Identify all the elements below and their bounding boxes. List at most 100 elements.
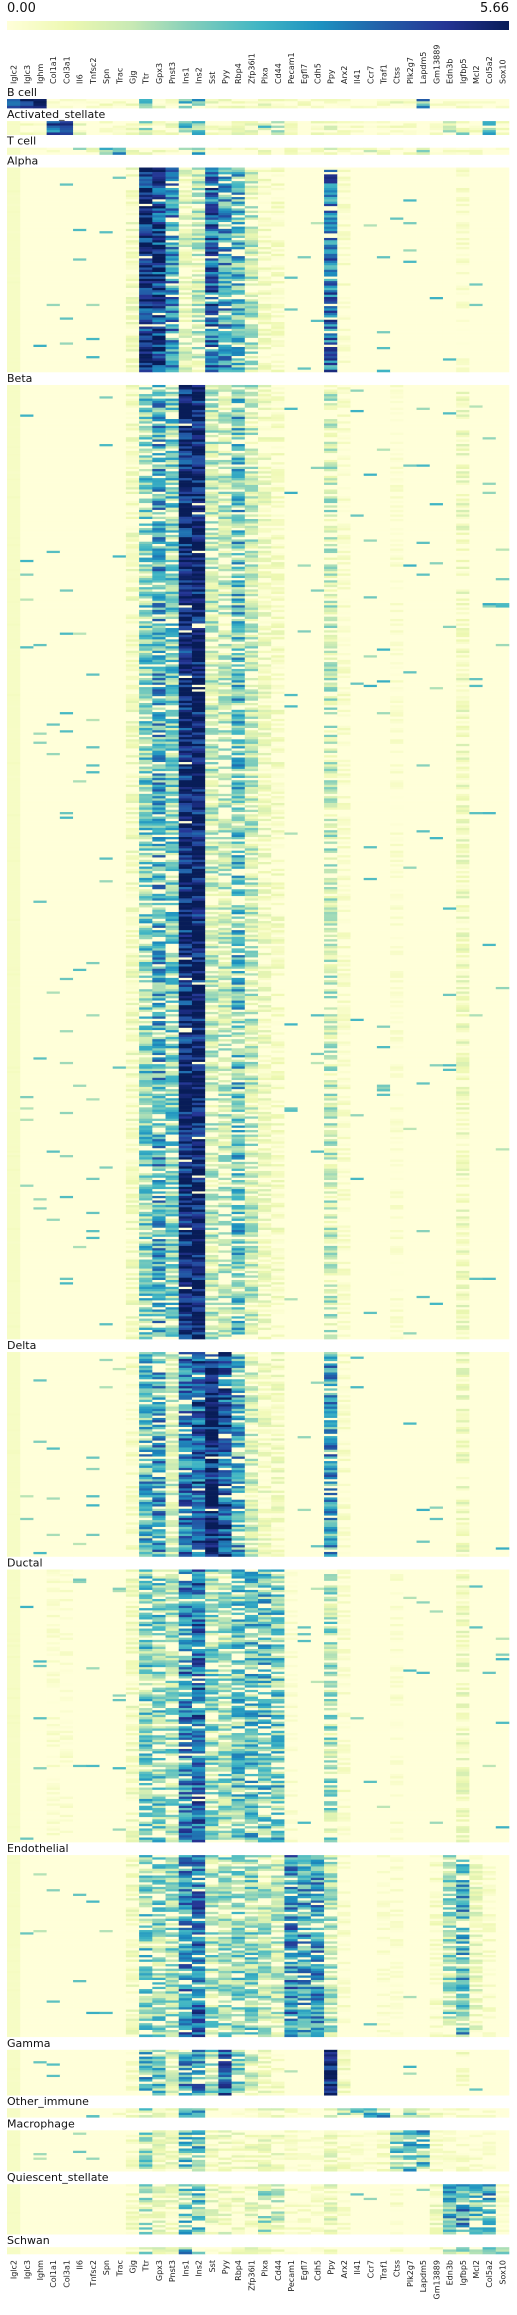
heatmap-cell [20, 403, 34, 406]
heatmap-cell [59, 237, 74, 241]
heatmap-cell [59, 306, 74, 309]
heatmap-cell [112, 152, 127, 155]
heatmap-cell [337, 169, 351, 173]
heatmap-cell [86, 283, 100, 286]
heatmap-cell [350, 169, 364, 173]
heatmap-cell [86, 147, 100, 151]
heatmap-cell [33, 430, 47, 433]
heatmap-cell [456, 403, 470, 406]
heatmap-cell [59, 430, 74, 433]
heatmap-cell [99, 260, 113, 264]
heatmap-cell [112, 297, 127, 300]
heatmap-cell [73, 208, 87, 211]
heatmap-cell [376, 123, 391, 126]
heatmap-cell [376, 333, 391, 336]
heatmap-cell [429, 237, 444, 241]
heatmap-cell [20, 322, 34, 325]
heatmap-cell [442, 351, 457, 355]
heatmap-cell [350, 260, 364, 264]
heatmap-cell [390, 203, 404, 207]
heatmap-cell [376, 423, 391, 427]
heatmap-cell [442, 247, 457, 250]
heatmap-cell [33, 267, 47, 271]
heatmap-cell [191, 416, 206, 420]
heatmap-cell [33, 249, 47, 252]
heatmap-cell [7, 231, 21, 234]
heatmap-cell [231, 337, 246, 341]
heatmap-cell [33, 340, 47, 343]
heatmap-cell [86, 105, 100, 109]
heatmap-cell [7, 208, 21, 211]
heatmap-cell [178, 197, 193, 200]
heatmap-cell [20, 258, 34, 261]
heatmap-cell [429, 421, 444, 424]
heatmap-cell [112, 384, 127, 388]
heatmap-cell [271, 105, 285, 109]
heatmap-cell [205, 176, 219, 180]
heatmap-cell [456, 101, 470, 104]
heatmap-cell [456, 149, 470, 153]
heatmap-cell [125, 258, 140, 261]
heatmap-cell [271, 344, 285, 348]
heatmap-cell [99, 219, 113, 223]
heatmap-cell [337, 365, 351, 368]
heatmap-cell [33, 210, 47, 214]
heatmap-cell [139, 324, 153, 327]
heatmap-cell [20, 187, 34, 191]
heatmap-cell [86, 242, 100, 246]
heatmap-cell [284, 242, 298, 246]
heatmap-cell [456, 333, 470, 336]
heatmap-cell [297, 132, 312, 136]
heatmap-cell [7, 152, 21, 155]
heatmap-cell [363, 294, 378, 298]
heatmap-cell [416, 265, 431, 268]
heatmap-cell [139, 253, 153, 257]
heatmap-cell [310, 356, 325, 359]
heatmap-cell [284, 351, 298, 355]
heatmap-cell [390, 272, 404, 275]
heatmap-cell [284, 132, 298, 136]
heatmap-cell [86, 421, 100, 424]
heatmap-cell [376, 192, 391, 196]
heatmap-cell [152, 167, 166, 171]
heatmap-cell [218, 394, 232, 397]
heatmap-cell [178, 258, 193, 261]
heatmap-cell [20, 437, 34, 440]
heatmap-cell [469, 391, 483, 395]
heatmap-cell [350, 301, 364, 305]
heatmap-cell [495, 335, 510, 339]
top-gene-label-iglc3: Iglc3 [23, 65, 32, 84]
heatmap-cell [469, 272, 483, 275]
heatmap-cell [244, 210, 259, 214]
heatmap-cell [244, 185, 259, 189]
heatmap-cell [482, 224, 497, 227]
heatmap-cell [191, 283, 206, 286]
heatmap-cell [258, 430, 272, 433]
heatmap-cell [442, 394, 457, 397]
heatmap-cell [403, 349, 417, 352]
heatmap-cell [99, 283, 113, 286]
heatmap-cell [429, 360, 444, 364]
heatmap-cell [139, 278, 153, 282]
heatmap-cell [284, 272, 298, 275]
heatmap-cell [456, 328, 470, 332]
heatmap-cell [429, 369, 444, 373]
heatmap-cell [390, 315, 404, 318]
heatmap-cell [310, 306, 325, 309]
heatmap-cell [46, 340, 61, 343]
heatmap-cell [46, 256, 61, 259]
heatmap-cell [310, 178, 325, 182]
heatmap-cell [7, 358, 21, 361]
heatmap-cell [297, 367, 312, 370]
heatmap-cell [139, 387, 153, 390]
heatmap-cell [178, 226, 193, 230]
heatmap-cell [310, 303, 325, 307]
heatmap-cell [46, 215, 61, 218]
top-gene-label-ins1: Ins1 [181, 67, 190, 84]
heatmap-cell [363, 358, 378, 361]
heatmap-cell [390, 351, 404, 355]
heatmap-cell [46, 317, 61, 321]
heatmap-cell [416, 356, 431, 359]
heatmap-cell [165, 185, 180, 189]
heatmap-cell [350, 310, 364, 314]
